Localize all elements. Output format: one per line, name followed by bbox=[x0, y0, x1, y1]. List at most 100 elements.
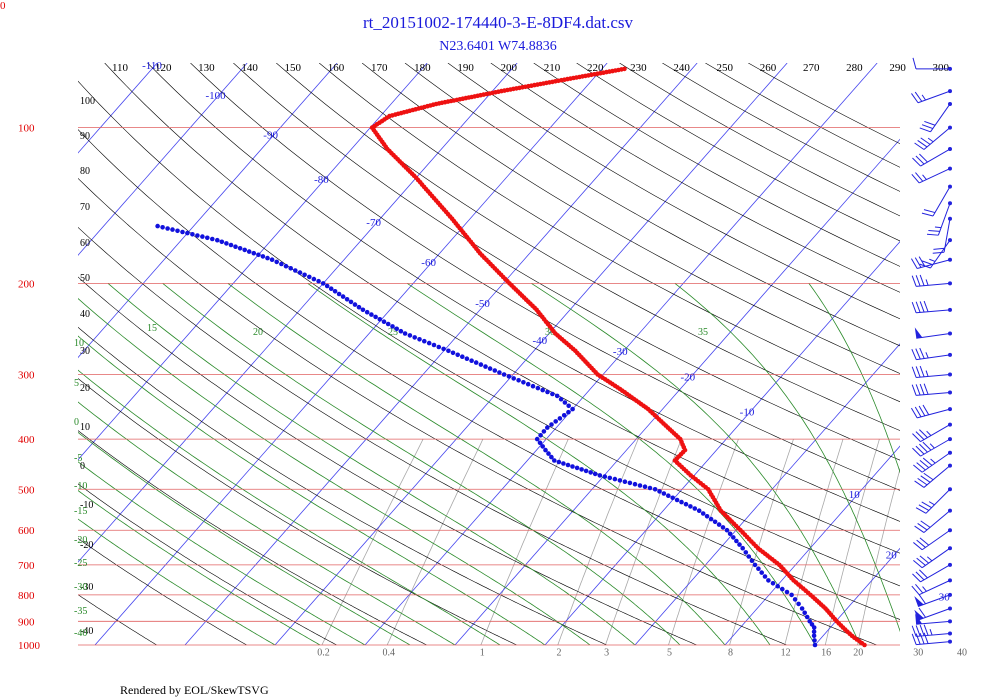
wind-barb-flag bbox=[915, 571, 925, 581]
pressure-tick-label: 900 bbox=[18, 616, 35, 628]
dewpoint-point bbox=[588, 470, 593, 475]
wind-barb-flag bbox=[915, 172, 924, 182]
dewpoint-point bbox=[165, 226, 170, 231]
wind-barb-flag bbox=[923, 300, 929, 312]
dewpoint-point bbox=[811, 629, 817, 634]
moist-adiabat-line bbox=[808, 283, 900, 474]
dewpoint-point bbox=[811, 633, 817, 639]
dry-adiabat-line bbox=[490, 63, 900, 293]
dewpoint-point bbox=[692, 506, 698, 511]
dewpoint-point bbox=[390, 324, 395, 329]
dewpoint-point bbox=[537, 440, 543, 446]
wind-barb-flag bbox=[919, 274, 925, 286]
dewpoint-point bbox=[377, 317, 383, 322]
wind-barb-flag bbox=[918, 607, 926, 618]
dewpoint-point bbox=[545, 389, 550, 395]
wind-barb bbox=[914, 463, 952, 488]
dry-adiabat-label: 90 bbox=[80, 131, 90, 142]
isotherm-line bbox=[78, 63, 338, 359]
dewpoint-point bbox=[592, 471, 598, 477]
dry-adiabat-label: -10 bbox=[80, 500, 93, 511]
wind-barb-half-flag bbox=[930, 458, 936, 464]
dry-adiabat-line bbox=[447, 63, 900, 320]
theta-tick-label: 170 bbox=[371, 62, 388, 74]
dry-adiabat-line bbox=[104, 63, 900, 554]
axis-labels: 0.2 0.4 1 2 3 5 8 12 16 20 30 401002003004005006007… bbox=[18, 60, 967, 659]
dry-adiabat-line bbox=[78, 129, 900, 620]
dewpoint-point bbox=[666, 493, 671, 499]
theta-tick-label: 210 bbox=[544, 62, 561, 74]
mixing-ratio-label: 30 bbox=[913, 648, 923, 659]
wind-barb-flag bbox=[912, 573, 921, 583]
wind-barb-half-flag bbox=[927, 137, 934, 143]
dewpoint-point bbox=[756, 566, 761, 571]
moist-adiabat-label: 25 bbox=[388, 327, 398, 338]
dewpoint-point bbox=[219, 239, 225, 245]
isotherm-line bbox=[634, 343, 900, 645]
wind-barb-flag bbox=[915, 366, 921, 378]
wind-barb-flag bbox=[921, 501, 932, 509]
wind-barb-flag bbox=[911, 275, 917, 287]
wind-barb-flag bbox=[922, 441, 932, 451]
dry-adiabat-line bbox=[404, 63, 900, 347]
dewpoint-point bbox=[205, 235, 210, 241]
dewpoint-point bbox=[627, 480, 633, 486]
wind-barb bbox=[914, 606, 952, 621]
dry-adiabat-line bbox=[233, 63, 900, 461]
dewpoint-point bbox=[766, 578, 771, 583]
dewpoint-point bbox=[780, 586, 785, 592]
wind-barb-flag bbox=[920, 137, 931, 145]
dewpoint-point bbox=[727, 531, 733, 537]
dewpoint-point bbox=[720, 525, 726, 530]
dewpoint-point bbox=[762, 574, 768, 579]
dewpoint-point bbox=[554, 393, 560, 399]
wind-barb-flag bbox=[914, 91, 923, 102]
dewpoint-point bbox=[637, 483, 643, 488]
dewpoint-point bbox=[464, 356, 470, 362]
wind-barb-flag bbox=[912, 57, 917, 70]
wind-barb-staff bbox=[918, 579, 951, 596]
dewpoint-point bbox=[293, 268, 298, 273]
moist-adiabat-label: -20 bbox=[74, 535, 87, 546]
wind-barb-staff bbox=[932, 186, 951, 217]
isotherm-line bbox=[94, 63, 608, 645]
dewpoint-point bbox=[501, 372, 507, 377]
dewpoint-point bbox=[328, 286, 334, 292]
mixing-ratio-label: 8 bbox=[728, 648, 733, 659]
mixing-ratio-label: 16 bbox=[821, 648, 831, 659]
dewpoint-point bbox=[200, 234, 205, 239]
wind-barb-flag bbox=[919, 633, 925, 645]
dry-adiabat-line bbox=[78, 430, 427, 645]
isotherm-label: -70 bbox=[366, 217, 381, 229]
isotherm-line bbox=[184, 63, 698, 645]
theta-tick-label: 280 bbox=[846, 62, 863, 74]
wind-barb-flag bbox=[919, 365, 925, 377]
mixing-ratio-line bbox=[668, 438, 739, 645]
wind-barb bbox=[911, 166, 952, 184]
mixing-ratio-label: 3 bbox=[604, 648, 609, 659]
moist-adiabat-line bbox=[78, 461, 366, 645]
wind-barb bbox=[911, 383, 952, 396]
dry-adiabat-line bbox=[78, 594, 157, 645]
dewpoint-point bbox=[670, 495, 675, 501]
dewpoint-point bbox=[352, 302, 358, 307]
wind-barb-staff bbox=[917, 259, 951, 269]
dry-adiabat-label: 80 bbox=[80, 166, 90, 177]
wind-barb-flag bbox=[914, 406, 922, 418]
dry-adiabat-label: 40 bbox=[80, 309, 90, 320]
wind-barb-flag bbox=[913, 464, 923, 473]
dewpoint-point bbox=[549, 454, 554, 460]
wind-barb-staff bbox=[921, 547, 951, 569]
moist-adiabat-label: -25 bbox=[74, 558, 87, 569]
dewpoint-point bbox=[557, 416, 563, 421]
theta-tick-label: 230 bbox=[630, 62, 647, 74]
dewpoint-point bbox=[545, 425, 550, 430]
wind-barb-flag bbox=[919, 429, 928, 438]
wind-barb-flag bbox=[933, 247, 945, 250]
dewpoint-point bbox=[195, 233, 200, 238]
dewpoint-point bbox=[302, 272, 307, 278]
dewpoint-point bbox=[712, 519, 718, 525]
wind-barb-flag bbox=[911, 585, 920, 596]
dewpoint-point bbox=[674, 497, 680, 503]
dewpoint-point bbox=[561, 413, 567, 418]
